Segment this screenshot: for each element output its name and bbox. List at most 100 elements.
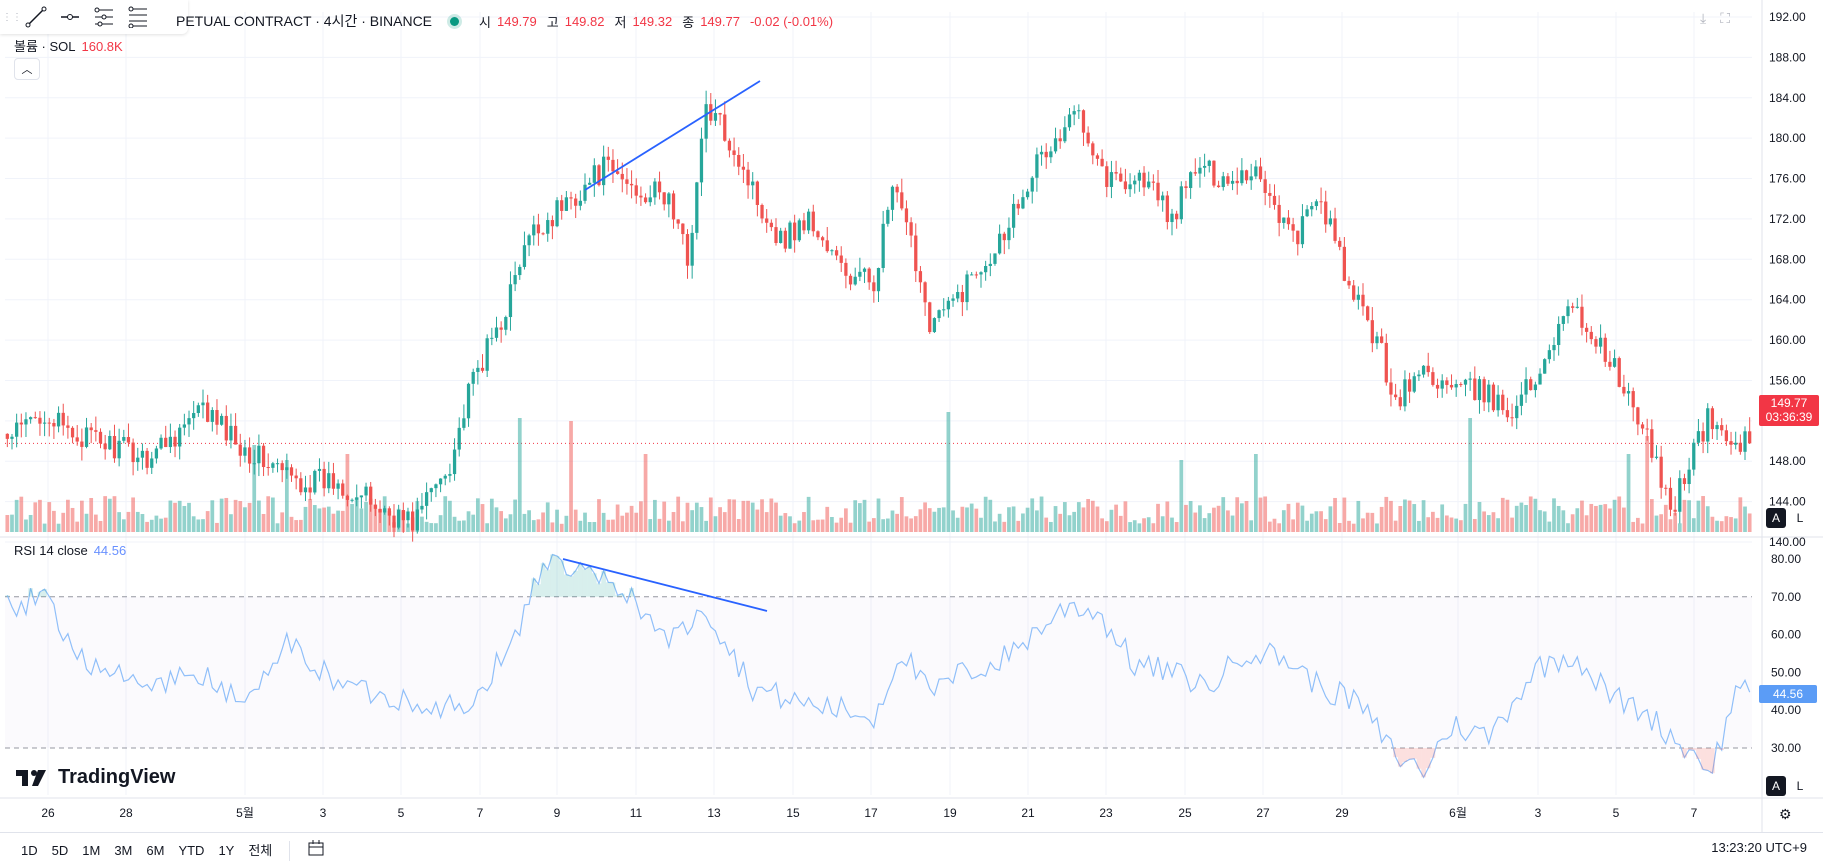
collapse-legend-button[interactable]: ︿: [14, 58, 40, 80]
trend-line-icon[interactable]: [22, 3, 50, 31]
volume-bar: [1124, 501, 1128, 532]
candle-body: [1180, 186, 1183, 219]
log-scale-button[interactable]: L: [1790, 508, 1810, 528]
volume-bar: [1184, 505, 1188, 532]
volume-bar: [1026, 508, 1030, 532]
range-3m[interactable]: 3M: [107, 839, 139, 863]
candle-body: [1296, 231, 1299, 245]
download-icon[interactable]: ⤓: [1700, 10, 1706, 27]
auto-scale-button[interactable]: A: [1766, 508, 1786, 528]
rsi-overbought-fill: [606, 582, 611, 596]
volume-bar: [1198, 505, 1202, 532]
volume-bar: [1310, 514, 1314, 532]
range-5d[interactable]: 5D: [45, 839, 76, 863]
range-all[interactable]: 전체: [241, 839, 279, 863]
volume-bar: [61, 513, 65, 532]
fib-icon[interactable]: [124, 3, 152, 31]
tradingview-logo[interactable]: TradingView: [16, 766, 175, 789]
rsi-oversold-fill: [1431, 748, 1436, 758]
candle-body: [1660, 457, 1663, 488]
volume-bar: [1259, 498, 1263, 532]
volume-bar: [308, 499, 312, 532]
volume-bar: [1245, 501, 1249, 532]
candle-body: [583, 185, 586, 201]
volume-bar: [1207, 513, 1211, 532]
volume-bar: [1454, 519, 1458, 532]
candle-body: [80, 442, 83, 447]
volume-bar: [891, 511, 895, 532]
range-1y[interactable]: 1Y: [211, 839, 241, 863]
candle-body: [1170, 214, 1173, 222]
candle-body: [131, 443, 134, 463]
volume-bar: [672, 512, 676, 532]
candle-body: [858, 272, 861, 277]
range-ytd[interactable]: YTD: [171, 839, 211, 863]
volume-bar: [1743, 507, 1747, 532]
tradingview-logo-text: TradingView: [58, 766, 175, 789]
volume-bar: [94, 515, 98, 532]
volume-bar: [1138, 523, 1142, 532]
candle-body: [360, 495, 363, 497]
candle-body: [1618, 358, 1621, 387]
drag-handle-icon[interactable]: ⋮⋮: [8, 3, 16, 31]
range-6m[interactable]: 6M: [139, 839, 171, 863]
symbol-title[interactable]: PETUAL CONTRACT · 4시간 · BINANCE: [176, 11, 432, 31]
candle-body: [1208, 161, 1211, 166]
candle-body: [299, 478, 302, 492]
volume-bar: [1296, 503, 1300, 532]
time-tick-label: 5: [398, 806, 405, 820]
candle-body: [253, 463, 256, 464]
volume-bar: [192, 516, 196, 532]
candle-body: [1711, 408, 1714, 429]
candle-body: [732, 150, 735, 155]
candle-body: [1734, 443, 1737, 445]
candle-body: [1422, 366, 1425, 375]
volume-bar: [523, 514, 527, 532]
candle-body: [1706, 408, 1709, 441]
horizontal-ray-icon[interactable]: [56, 3, 84, 31]
candle-body: [1482, 379, 1485, 402]
gear-icon[interactable]: ⚙: [1779, 806, 1792, 823]
ohlc-open-value: 149.79: [497, 14, 537, 29]
candle-body: [1664, 488, 1667, 489]
chart-canvas[interactable]: 192.00188.00184.00180.00176.00172.00168.…: [0, 0, 1823, 867]
candle-body: [402, 510, 405, 520]
candle-body: [1487, 385, 1490, 403]
pitchfork-icon[interactable]: [90, 3, 118, 31]
log-scale-button-rsi[interactable]: L: [1790, 776, 1810, 796]
volume-bar: [658, 519, 662, 532]
clock-timezone[interactable]: 13:23:20 UTC+9: [1711, 840, 1807, 855]
candle-body: [90, 427, 93, 430]
range-1d[interactable]: 1D: [14, 839, 45, 863]
candle-body: [639, 196, 642, 198]
volume-bar: [481, 504, 485, 532]
volume-bar: [532, 520, 536, 532]
candle-body: [406, 511, 409, 520]
volume-bar: [1627, 454, 1631, 532]
volume-bar: [1561, 510, 1565, 532]
volume-bar: [1175, 522, 1179, 532]
candle-body: [886, 210, 889, 224]
volume-bar: [1263, 496, 1267, 532]
volume-bar: [1492, 512, 1496, 532]
tradingview-logo-icon: [16, 768, 52, 788]
rsi-overbought-fill: [583, 569, 588, 597]
candle-body: [481, 368, 484, 371]
candle-body: [704, 104, 707, 139]
compare-range-icon[interactable]: [300, 839, 332, 863]
candle-body: [220, 416, 223, 425]
volume-bar: [1669, 519, 1673, 532]
range-1m[interactable]: 1M: [75, 839, 107, 863]
candle-body: [835, 250, 838, 255]
volume-bar: [1277, 523, 1281, 532]
volume-bar: [1217, 506, 1221, 532]
volume-bar: [1473, 519, 1477, 532]
candle-body: [439, 479, 442, 485]
volume-bar: [43, 524, 47, 532]
fullscreen-icon[interactable]: ⛶: [1720, 10, 1730, 27]
auto-scale-button-rsi[interactable]: A: [1766, 776, 1786, 796]
volume-bar: [1156, 504, 1160, 532]
volume-bar: [537, 519, 541, 532]
